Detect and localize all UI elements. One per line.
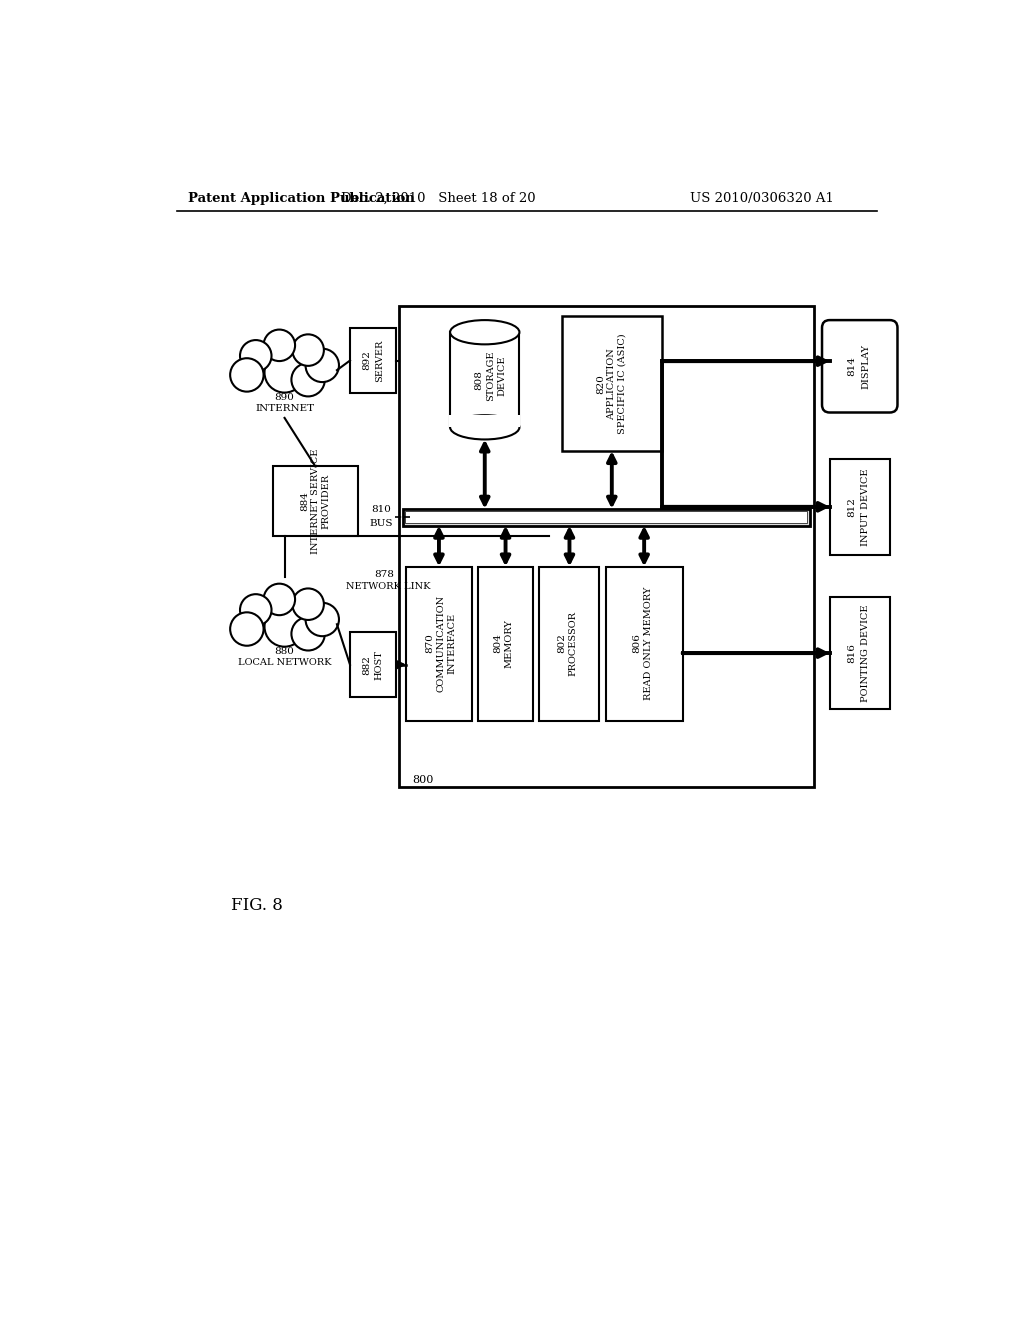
Text: 812: 812	[848, 496, 856, 516]
FancyBboxPatch shape	[822, 321, 897, 412]
Text: 816: 816	[848, 643, 856, 663]
Text: BUS: BUS	[370, 519, 393, 528]
Text: 884: 884	[300, 491, 309, 511]
Text: 808: 808	[474, 370, 483, 389]
Bar	[406, 511, 807, 524]
Text: DISPLAY: DISPLAY	[861, 343, 870, 389]
Text: 802: 802	[557, 634, 566, 653]
Text: READ ONLY MEMORY: READ ONLY MEMORY	[644, 587, 653, 700]
Text: 882: 882	[362, 655, 372, 675]
Bar	[829, 597, 890, 709]
Text: Patent Application Publication: Patent Application Publication	[188, 191, 415, 205]
Text: HOST: HOST	[375, 649, 384, 680]
Bar	[407, 566, 472, 721]
Circle shape	[292, 363, 325, 396]
Bar	[403, 508, 810, 525]
Text: 800: 800	[413, 775, 434, 785]
Text: 870: 870	[425, 634, 434, 653]
Circle shape	[293, 589, 324, 620]
Text: PROCESSOR: PROCESSOR	[568, 611, 578, 676]
Text: 892: 892	[362, 351, 372, 371]
Text: POINTING DEVICE: POINTING DEVICE	[860, 605, 869, 702]
Text: INTERNET SERVICE: INTERNET SERVICE	[311, 449, 319, 553]
Bar	[540, 566, 599, 721]
Circle shape	[263, 330, 295, 362]
Text: INTERFACE: INTERFACE	[447, 612, 457, 675]
Text: 804: 804	[494, 634, 503, 653]
Text: SPECIFIC IC (ASIC): SPECIFIC IC (ASIC)	[617, 334, 627, 434]
Text: 880: 880	[274, 647, 295, 656]
Text: LOCAL NETWORK: LOCAL NETWORK	[238, 659, 332, 667]
Bar	[605, 566, 683, 721]
Bar	[562, 317, 662, 451]
Text: SERVER: SERVER	[375, 339, 384, 381]
Ellipse shape	[451, 321, 519, 345]
Text: NETWORK LINK: NETWORK LINK	[346, 582, 431, 591]
Circle shape	[263, 583, 295, 615]
Circle shape	[264, 352, 304, 392]
Bar	[350, 632, 396, 697]
Text: FIG. 8: FIG. 8	[230, 896, 283, 913]
Text: 878: 878	[375, 570, 394, 578]
Ellipse shape	[451, 416, 519, 440]
Bar	[829, 459, 890, 554]
Circle shape	[292, 616, 325, 651]
Text: 814: 814	[848, 356, 856, 376]
Circle shape	[240, 341, 271, 372]
Circle shape	[230, 358, 263, 392]
Text: COMMUNICATION: COMMUNICATION	[437, 595, 445, 692]
Text: Dec. 2, 2010   Sheet 18 of 20: Dec. 2, 2010 Sheet 18 of 20	[341, 191, 536, 205]
Bar	[398, 306, 814, 788]
Bar	[478, 566, 534, 721]
Circle shape	[264, 607, 304, 647]
Text: MEMORY: MEMORY	[505, 619, 514, 668]
Bar	[273, 466, 357, 536]
Text: 810: 810	[372, 506, 391, 513]
Text: INPUT DEVICE: INPUT DEVICE	[860, 469, 869, 545]
Text: 806: 806	[632, 634, 641, 653]
Text: APPLICATION: APPLICATION	[607, 347, 616, 420]
Text: 820: 820	[597, 374, 605, 393]
Text: STORAGE: STORAGE	[486, 351, 496, 401]
Text: PROVIDER: PROVIDER	[322, 474, 331, 528]
Circle shape	[293, 334, 324, 366]
Text: 890: 890	[274, 392, 295, 401]
Circle shape	[240, 594, 271, 626]
Bar	[350, 327, 396, 393]
Circle shape	[305, 603, 339, 636]
Text: DEVICE: DEVICE	[498, 355, 506, 396]
Circle shape	[230, 612, 263, 645]
Circle shape	[305, 348, 339, 381]
Bar	[450, 416, 520, 428]
Text: INTERNET: INTERNET	[255, 404, 314, 413]
Text: US 2010/0306320 A1: US 2010/0306320 A1	[690, 191, 834, 205]
